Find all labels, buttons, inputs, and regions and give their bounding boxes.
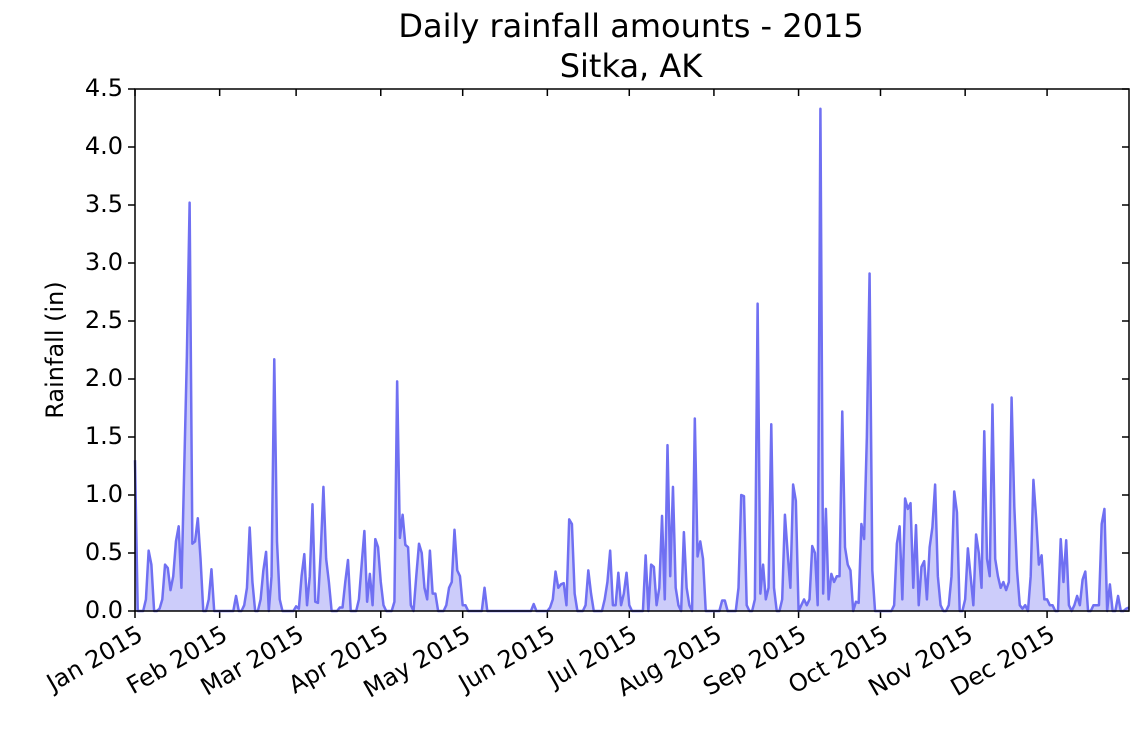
y-tick-label: 0.5 <box>85 538 123 566</box>
y-tick-label: 3.0 <box>85 248 123 276</box>
y-axis-label: Rainfall (in) <box>41 281 69 418</box>
y-tick-label: 2.5 <box>85 306 123 334</box>
y-tick-label: 3.5 <box>85 190 123 218</box>
y-tick-label: 1.5 <box>85 422 123 450</box>
x-tick-label: Jun 2015 <box>452 620 560 698</box>
chart-title: Daily rainfall amounts - 2015 <box>398 7 863 45</box>
y-tick-label: 2.0 <box>85 364 123 392</box>
y-tick-label: 0.0 <box>85 596 123 624</box>
y-tick-label: 4.0 <box>85 132 123 160</box>
y-tick-label: 1.0 <box>85 480 123 508</box>
plot-frame <box>134 88 1130 612</box>
chart-subtitle: Sitka, AK <box>560 47 704 85</box>
area-fill <box>135 108 1129 611</box>
y-tick-label: 4.5 <box>85 74 123 102</box>
line <box>133 107 1130 613</box>
